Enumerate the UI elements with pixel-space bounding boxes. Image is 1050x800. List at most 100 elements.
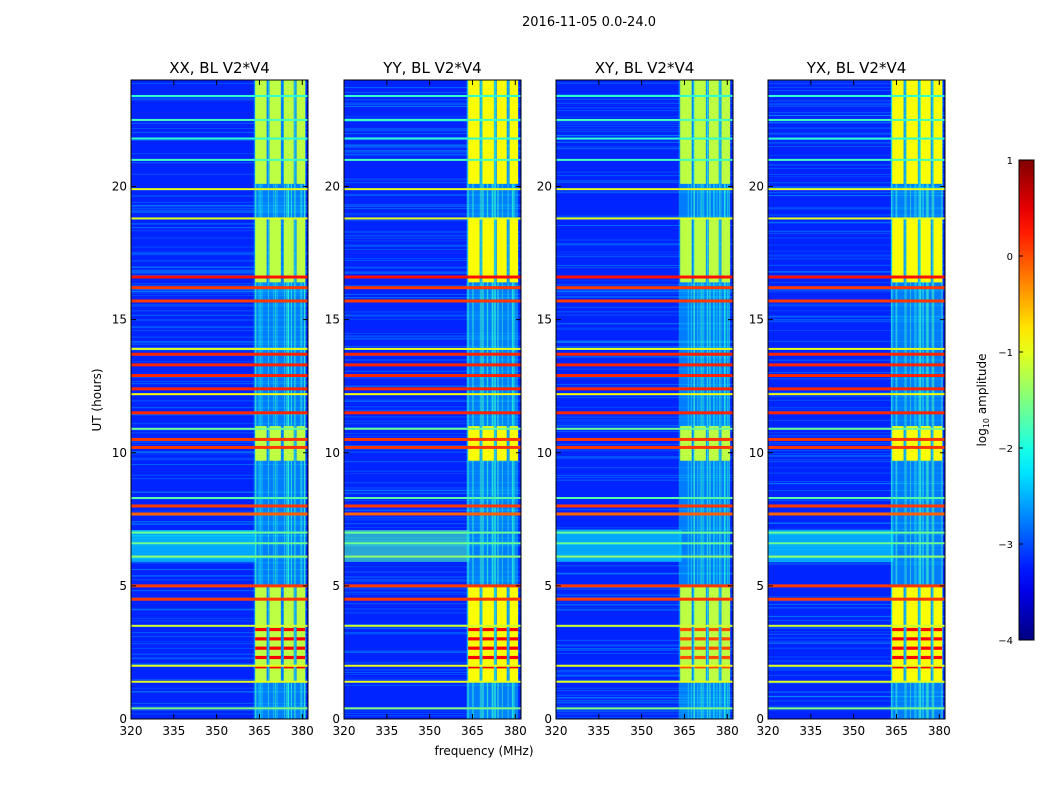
noise-row <box>768 472 945 474</box>
colorbar-tick-label: 0 <box>1007 252 1013 263</box>
noise-row <box>344 674 521 676</box>
noise-row <box>768 627 945 629</box>
noise-row <box>131 246 308 248</box>
strong-rfi-stripe <box>694 627 706 632</box>
noise-row <box>344 332 521 334</box>
rfi-channel-streak <box>268 80 270 719</box>
noise-row <box>768 146 945 148</box>
colorbar-tick-label: −2 <box>998 444 1013 455</box>
rfi-channel-streak <box>921 80 923 719</box>
y-tick-label: 5 <box>119 579 127 593</box>
broadband-rfi-line <box>556 94 733 97</box>
broadband-rfi-line <box>344 363 521 367</box>
noise-row <box>768 83 945 85</box>
noise-row <box>344 235 521 237</box>
noise-row <box>768 291 945 293</box>
noise-row <box>131 291 308 293</box>
noise-row <box>768 700 945 702</box>
noise-row <box>556 670 733 672</box>
strong-rfi-stripe <box>496 637 507 641</box>
noise-row <box>344 102 521 104</box>
x-tick-label: 365 <box>673 724 696 738</box>
rfi-channel-streak <box>703 80 705 719</box>
noise-row <box>768 264 945 266</box>
noise-row <box>131 153 308 155</box>
noise-row <box>344 632 521 634</box>
strong-rfi-stripe <box>721 665 731 669</box>
noise-row <box>131 226 308 228</box>
noise-row <box>344 678 521 680</box>
rfi-channel-streak <box>914 80 916 719</box>
noise-row <box>344 715 521 717</box>
noise-row <box>131 521 308 523</box>
colorbar-tick-label: 1 <box>1007 156 1013 167</box>
rfi-block <box>496 426 507 461</box>
rfi-channel-streak <box>255 80 257 719</box>
noise-row <box>131 641 308 643</box>
strong-rfi-stripe <box>468 665 480 669</box>
broadband-rfi-line <box>344 445 521 449</box>
broadband-rfi-line <box>344 437 521 441</box>
rfi-channel-streak <box>472 80 474 719</box>
broadband-rfi-line <box>344 299 521 303</box>
noise-row <box>768 453 945 455</box>
noise-row <box>344 297 521 299</box>
noise-row <box>344 240 521 242</box>
panel-title: XY, BL V2*V4 <box>595 59 695 77</box>
rfi-channel-streak <box>494 80 496 719</box>
noise-row <box>556 296 733 298</box>
rfi-channel-streak <box>896 80 898 719</box>
noise-row <box>556 419 733 421</box>
noise-row <box>344 433 521 435</box>
strong-rfi-stripe <box>496 627 507 632</box>
noise-row <box>131 705 308 707</box>
noise-row <box>768 608 945 610</box>
noise-row <box>131 304 308 306</box>
noise-row <box>768 359 945 361</box>
rfi-channel-streak <box>918 80 920 719</box>
noise-row <box>344 591 521 593</box>
broadband-rfi-line <box>131 374 308 378</box>
noise-row <box>556 356 733 358</box>
noise-row <box>768 674 945 676</box>
rfi-block <box>468 426 480 461</box>
rfi-block <box>283 80 294 184</box>
rfi-block <box>283 426 294 461</box>
noise-row <box>344 566 521 568</box>
noise-row <box>131 524 308 526</box>
strong-rfi-stripe <box>892 627 904 632</box>
strong-rfi-stripe <box>283 637 294 641</box>
noise-row <box>556 607 733 609</box>
strong-rfi-stripe <box>255 627 267 632</box>
broadband-rfi-line <box>768 707 945 710</box>
noise-row <box>131 522 308 524</box>
rfi-channel-streak <box>709 80 711 719</box>
noise-row <box>768 271 945 273</box>
x-axis-label: frequency (MHz) <box>434 744 533 758</box>
noise-row <box>131 414 308 416</box>
rfi-block <box>906 80 918 184</box>
broadband-rfi-line <box>344 411 521 415</box>
noise-row <box>131 687 308 689</box>
noise-row <box>768 105 945 107</box>
noise-row <box>344 106 521 108</box>
noise-row <box>344 104 521 106</box>
noise-row <box>556 110 733 112</box>
noise-row <box>131 223 308 225</box>
noise-row <box>556 192 733 194</box>
broadband-rfi-line <box>768 137 945 140</box>
broadband-rfi-line <box>768 427 945 430</box>
y-tick-label: 10 <box>325 446 340 460</box>
noise-row <box>131 663 308 665</box>
rfi-block <box>933 80 943 184</box>
noise-row <box>344 624 521 626</box>
broadband-rfi-line <box>556 680 733 683</box>
x-tick-label: 365 <box>885 724 908 738</box>
strong-rfi-stripe <box>920 627 931 632</box>
broadband-rfi-line <box>131 118 308 121</box>
noise-row <box>344 490 521 492</box>
noise-row <box>556 456 733 458</box>
x-tick-label: 350 <box>418 724 441 738</box>
noise-row <box>344 182 521 184</box>
rfi-channel-streak <box>693 80 695 719</box>
